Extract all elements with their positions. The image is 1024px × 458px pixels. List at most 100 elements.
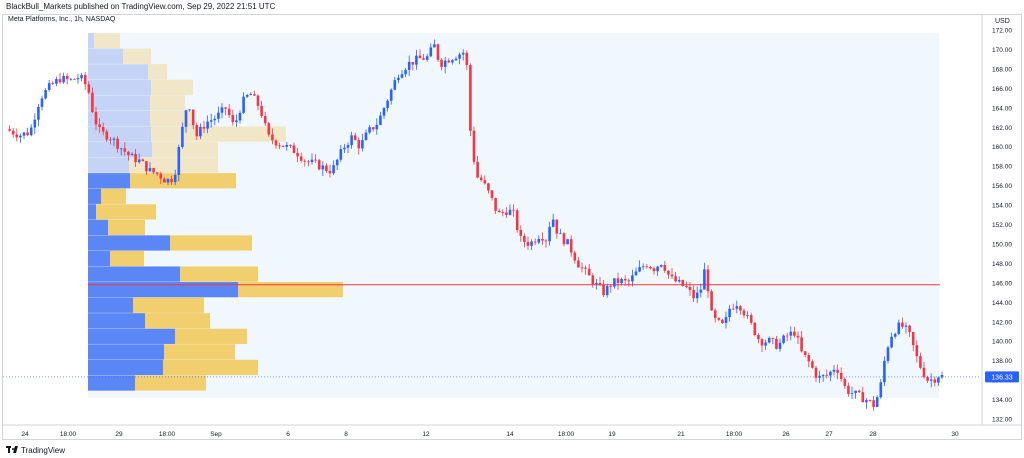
candle-body <box>515 210 519 231</box>
candle-body <box>422 58 425 60</box>
candle-body <box>296 153 299 157</box>
candle-body <box>688 286 692 291</box>
candle-body <box>123 148 127 152</box>
candle-body <box>361 140 364 149</box>
candle-body <box>249 94 253 96</box>
candle-body <box>433 44 436 48</box>
candle-body <box>101 127 105 132</box>
candle-body <box>782 335 785 343</box>
candle-body <box>310 159 314 163</box>
candle-body <box>566 239 569 245</box>
profile-up-bar <box>88 375 135 391</box>
candle-body <box>55 79 58 84</box>
candle-body <box>861 392 865 403</box>
candle-body <box>465 52 469 66</box>
time-tick-label: 27 <box>825 431 833 438</box>
candle-body <box>595 282 598 285</box>
candle-body <box>580 267 584 269</box>
time-tick-label: 21 <box>677 431 685 438</box>
last-price-badge <box>985 371 1019 383</box>
candle-body <box>573 252 577 261</box>
candle-body <box>584 267 587 269</box>
candle-body <box>922 367 926 378</box>
candle-body <box>285 144 289 147</box>
candle-body <box>292 145 296 154</box>
candle-body <box>663 264 667 271</box>
candle-body <box>155 172 159 174</box>
candle-body <box>199 127 202 137</box>
candle-body <box>173 174 177 183</box>
candle-body <box>843 378 847 386</box>
candle-body <box>526 241 530 246</box>
candle-body <box>238 112 242 121</box>
candle-body <box>785 335 789 337</box>
candle-body <box>425 56 429 60</box>
candle-body <box>325 165 328 171</box>
candle-body <box>274 140 278 146</box>
candle-body <box>839 372 843 379</box>
profile-down-bar <box>170 235 252 251</box>
candle-body <box>760 339 764 346</box>
profile-down-bar <box>164 344 235 360</box>
candle-body <box>670 274 674 277</box>
candle-body <box>148 168 152 172</box>
price-axis: 132.00134.00136.00138.00140.00142.00144.… <box>992 28 1012 424</box>
candle-body <box>667 270 670 275</box>
candle-body <box>15 134 19 138</box>
profile-up-bar <box>88 126 151 142</box>
candle-body <box>587 268 591 276</box>
price-tick-label: 148.00 <box>992 261 1012 268</box>
candle-body <box>213 118 217 121</box>
candle-body <box>202 127 206 129</box>
candle-body <box>375 124 379 130</box>
candle-body <box>206 121 209 129</box>
candle-body <box>739 306 742 311</box>
candle-body <box>220 107 224 113</box>
candle-body <box>332 165 335 174</box>
candle-body <box>119 148 123 150</box>
candle-body <box>22 132 26 136</box>
profile-up-bar <box>88 328 175 344</box>
profile-down-bar <box>163 359 258 376</box>
candle-body <box>469 65 472 131</box>
time-tick-label: 12 <box>422 431 430 438</box>
candle-body <box>98 124 101 128</box>
time-tick-label: 24 <box>21 431 29 438</box>
time-tick-label: 18:00 <box>558 431 575 438</box>
profile-up-bar <box>88 344 164 360</box>
candle-body <box>80 75 83 79</box>
candle-body <box>767 337 771 343</box>
candle-body <box>44 90 47 99</box>
candle-body <box>227 108 231 116</box>
candle-body <box>166 178 170 183</box>
candle-body <box>487 183 490 191</box>
candle-body <box>537 238 541 243</box>
profile-down-bar <box>110 250 144 267</box>
candle-body <box>717 317 721 320</box>
candle-body <box>919 356 922 368</box>
candle-body <box>825 374 829 376</box>
candle-body <box>677 279 681 282</box>
candle-body <box>519 230 523 236</box>
candle-body <box>51 83 55 84</box>
candle-body <box>814 367 818 378</box>
price-tick-label: 166.00 <box>992 86 1012 93</box>
price-tick-label: 134.00 <box>992 397 1012 404</box>
candle-body <box>461 52 465 55</box>
candle-body <box>854 390 857 394</box>
candle-body <box>940 374 944 378</box>
candle-body <box>476 161 479 178</box>
candle-body <box>656 266 659 272</box>
candle-body <box>328 170 332 174</box>
price-tick-label: 138.00 <box>992 358 1012 365</box>
candle-body <box>281 145 285 147</box>
candle-body <box>317 160 321 170</box>
candle-body <box>224 107 227 109</box>
candle-body <box>483 180 487 184</box>
profile-down-bar <box>152 141 218 158</box>
candle-body <box>389 89 393 101</box>
time-tick-label: 18:00 <box>60 431 77 438</box>
candle-body <box>800 337 803 352</box>
price-tick-label: 162.00 <box>992 125 1012 132</box>
